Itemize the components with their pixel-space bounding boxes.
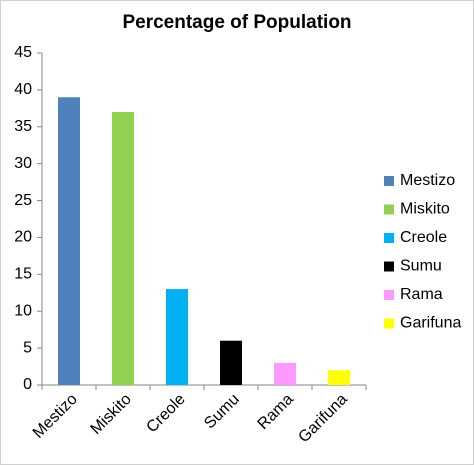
y-tick-label: 35 — [14, 118, 32, 135]
bar — [112, 112, 134, 386]
bar — [58, 97, 80, 386]
legend-label: Mestizo — [400, 172, 455, 189]
legend-swatch — [384, 233, 394, 243]
bar — [166, 289, 188, 385]
y-tick-label: 5 — [23, 339, 32, 356]
y-tick-label: 15 — [14, 266, 32, 283]
y-tick-label: 10 — [14, 302, 32, 319]
bar — [328, 370, 350, 385]
bar — [220, 340, 242, 385]
legend-swatch — [384, 318, 394, 329]
legend-label: Rama — [400, 286, 443, 303]
legend-label: Miskito — [400, 201, 450, 218]
legend-label: Garifuna — [400, 315, 461, 332]
legend-swatch — [384, 261, 394, 272]
legend-label: Creole — [400, 229, 447, 246]
y-tick-label: 0 — [23, 376, 32, 393]
y-tick-label: 45 — [14, 44, 32, 61]
bar — [274, 362, 296, 385]
legend-swatch — [384, 176, 394, 186]
y-tick-label: 40 — [14, 81, 32, 98]
chart-title: Percentage of Population — [122, 12, 351, 33]
legend-swatch — [384, 204, 394, 215]
legend-label: Sumu — [400, 258, 442, 275]
y-tick-label: 25 — [14, 192, 32, 209]
y-tick-label: 30 — [14, 155, 32, 172]
y-tick-label: 20 — [14, 229, 32, 246]
legend-swatch — [384, 290, 394, 300]
